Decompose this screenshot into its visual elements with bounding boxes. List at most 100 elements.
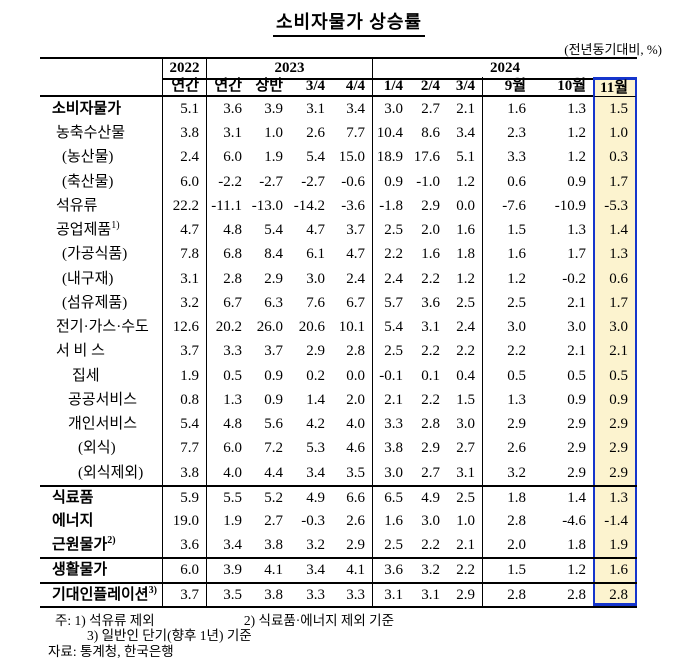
data-cell: 2.0 <box>421 222 440 239</box>
data-cell: -0.3 <box>301 512 325 529</box>
data-cell: 1.2 <box>447 169 483 194</box>
data-cell: 1.6 <box>421 246 440 263</box>
data-cell: 0.9 <box>593 387 637 413</box>
data-cell: 1.3 <box>593 486 637 509</box>
data-cell: 2.8 <box>223 270 242 287</box>
data-cell: 6.7 <box>332 290 373 316</box>
data-cell: 7.6 <box>306 294 325 311</box>
data-cell: 3.0 <box>421 512 440 529</box>
data-cell: 3.4 <box>332 97 373 122</box>
data-cell: 1.5 <box>593 97 637 122</box>
row-label-text: 농축수산물 <box>56 125 126 142</box>
table-row: 서 비 스 3.7 3.3 3.7 2.9 2.8 2.5 2.2 2.2 2.2 2.1 2.1 <box>40 339 637 364</box>
data-cell: 1.9 <box>223 512 242 529</box>
data-cell: 0.6 <box>507 173 526 190</box>
data-cell: 15.0 <box>332 145 373 170</box>
data-cell: 1.5 <box>507 562 526 579</box>
data-cell: 2.1 <box>384 391 403 408</box>
year-header-2024: 2024 <box>373 59 637 80</box>
data-cell: 4.9 <box>306 489 325 506</box>
data-cell: 6.8 <box>223 246 242 263</box>
data-cell: 6.5 <box>384 489 403 506</box>
data-cell: 1.9 <box>163 363 207 388</box>
year-header-row: 2022 2023 2024 <box>40 57 637 80</box>
data-cell: 1.6 <box>507 246 526 263</box>
data-cell: 2.9 <box>593 412 637 437</box>
data-cell: 5.2 <box>264 489 283 506</box>
footnote-1: 1) 석유류 제외 <box>74 612 155 628</box>
data-cell: 2.2 <box>447 559 483 582</box>
data-cell: 1.2 <box>567 562 586 579</box>
data-cell: 2.9 <box>306 343 325 360</box>
data-cell: 1.5 <box>507 222 526 239</box>
table-row: 생활물가 6.0 3.9 4.1 3.4 4.1 3.6 3.2 2.2 1.5 1.2 1.6 <box>40 557 637 582</box>
data-cell: 5.6 <box>264 416 283 433</box>
data-cell: 3.1 <box>384 586 403 603</box>
row-label: 식료품 <box>40 486 163 509</box>
row-label-text: 식료품 <box>52 489 94 506</box>
data-cell: 2.7 <box>421 101 440 117</box>
data-cell: 2.9 <box>332 533 373 558</box>
data-cell: 4.7 <box>163 218 207 243</box>
data-cell: 7.8 <box>163 242 207 267</box>
row-label: 공공서비스 <box>40 387 163 413</box>
row-label-text: 공업제품 <box>56 222 112 239</box>
data-cell: 5.9 <box>163 486 207 509</box>
data-cell: 18.9 <box>376 149 403 166</box>
data-cell: 2.4 <box>447 315 483 340</box>
data-cell: -2.7 <box>301 173 325 190</box>
data-cell: 19.0 <box>163 508 207 534</box>
data-cell: 2.9 <box>447 583 483 606</box>
data-cell: 2.9 <box>593 436 637 461</box>
row-label: (외식) <box>40 436 163 461</box>
data-cell: 3.1 <box>421 586 440 603</box>
data-cell: 2.5 <box>384 343 403 360</box>
data-cell: 20.6 <box>298 319 325 336</box>
data-cell: 5.1 <box>447 145 483 170</box>
data-cell: 0.9 <box>567 173 586 190</box>
data-cell: 2.2 <box>447 339 483 364</box>
row-label-text: (내구재) <box>62 270 114 287</box>
data-cell: 4.1 <box>332 559 373 582</box>
data-cell: -1.0 <box>416 173 440 190</box>
data-cell: 10.1 <box>332 315 373 340</box>
data-cell: 1.7 <box>593 290 637 316</box>
row-label: 소비자물가 <box>40 97 163 122</box>
table-row: 에너지 19.0 1.9 2.7 -0.3 2.6 1.6 3.0 1.0 2.8 -4.6 -1.4 <box>40 508 637 534</box>
data-cell: 1.4 <box>567 489 586 506</box>
data-cell: 2.1 <box>447 533 483 558</box>
data-cell: 0.5 <box>567 367 586 384</box>
cpi-table: 2022 2023 2024 연간 연간 상반 3/4 4/4 1/4 2/4 … <box>40 57 637 608</box>
data-cell: 1.9 <box>264 149 283 166</box>
data-cell: 6.7 <box>223 294 242 311</box>
data-cell: 26.0 <box>256 319 283 336</box>
data-cell: 0.9 <box>264 367 283 384</box>
corner-cell <box>40 77 163 98</box>
source-line: 자료: 통계청, 한국은행 <box>0 644 698 659</box>
row-label: 농축수산물 <box>40 121 163 146</box>
data-cell: 1.3 <box>567 222 586 239</box>
data-cell: 3.3 <box>384 416 403 433</box>
row-label: (축산물) <box>40 169 163 194</box>
table-row: 식료품 5.9 5.5 5.2 4.9 6.6 6.5 4.9 2.5 1.8 1.4 1.3 <box>40 484 637 509</box>
data-cell: -4.6 <box>562 512 586 529</box>
footnote-2: 2) 식료품·에너지 제외 기준 <box>243 612 394 628</box>
sub-header-cell-highlighted: 11월 <box>593 77 637 98</box>
data-cell: 2.5 <box>507 294 526 311</box>
data-cell: 1.8 <box>567 537 586 554</box>
data-cell: 3.7 <box>163 339 207 364</box>
data-cell: 5.4 <box>306 149 325 166</box>
table-row: 개인서비스 5.4 4.8 5.6 4.2 4.0 3.3 2.8 3.0 2.9 2.9 2.9 <box>40 412 637 437</box>
data-cell: 1.0 <box>593 121 637 146</box>
data-cell: 6.0 <box>223 440 242 457</box>
footnote-marker: 2) <box>107 535 116 547</box>
row-label-text: 공공서비스 <box>68 391 138 408</box>
data-cell: 3.1 <box>163 266 207 291</box>
data-cell: 3.0 <box>593 315 637 340</box>
data-cell: 1.6 <box>507 101 526 117</box>
footnote-label: 주: <box>55 612 72 628</box>
sub-header-cell: 1/4 <box>383 78 403 94</box>
page-title: 소비자물가 상승률 <box>273 8 425 37</box>
data-cell: -0.6 <box>332 169 373 194</box>
data-cell: 3.8 <box>264 537 283 554</box>
